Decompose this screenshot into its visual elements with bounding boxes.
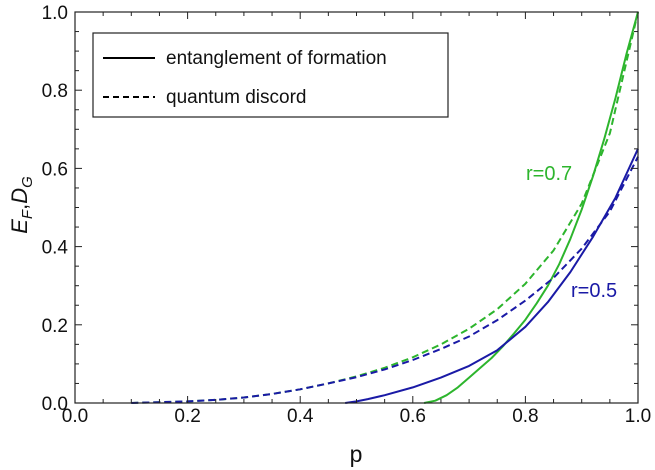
series-line-0: [423, 11, 639, 404]
series-layer: [131, 11, 639, 404]
legend-label-discord: quantum discord: [166, 87, 306, 108]
legend-label-entanglement: entanglement of formation: [166, 48, 387, 69]
series-line-1: [131, 11, 639, 404]
y-tick-label: 0.2: [42, 316, 68, 337]
x-tick-label: 0.4: [287, 406, 314, 427]
y-title-e: E: [7, 219, 32, 234]
legend-box: [92, 32, 449, 118]
y-axis-title: EF,DG: [7, 176, 36, 234]
y-title-comma: ,: [7, 204, 32, 210]
series-line-3: [131, 156, 639, 404]
x-tick-label: 1.0: [625, 406, 651, 427]
y-title-g-sub: G: [19, 176, 36, 188]
annotation-r07: r=0.7: [526, 163, 572, 185]
y-tick-label: 1.0: [42, 3, 68, 24]
y-tick-label: 0.0: [42, 394, 68, 415]
y-tick-label: 0.8: [42, 81, 68, 102]
x-tick-label: 0.0: [62, 406, 88, 427]
x-tick-label: 0.2: [174, 406, 200, 427]
x-tick-label: 0.8: [512, 406, 538, 427]
x-axis-title: p: [350, 441, 363, 467]
y-title-d: D: [7, 188, 32, 204]
series-line-2: [345, 148, 639, 404]
x-tick-label: 0.6: [400, 406, 426, 427]
legend: entanglement of formation quantum discor…: [92, 32, 449, 118]
y-tick-label: 0.6: [42, 159, 68, 180]
annotation-r05: r=0.5: [571, 280, 617, 302]
y-axis-title-text: EF,DG: [7, 176, 36, 234]
y-title-f-sub: F: [19, 209, 36, 219]
y-tick-label: 0.4: [42, 238, 69, 259]
ticks-layer: 0.0 0.2 0.4 0.6 0.8 1.0 0.0 0.2 0.4 0.6 0.8 1.0: [42, 3, 652, 427]
